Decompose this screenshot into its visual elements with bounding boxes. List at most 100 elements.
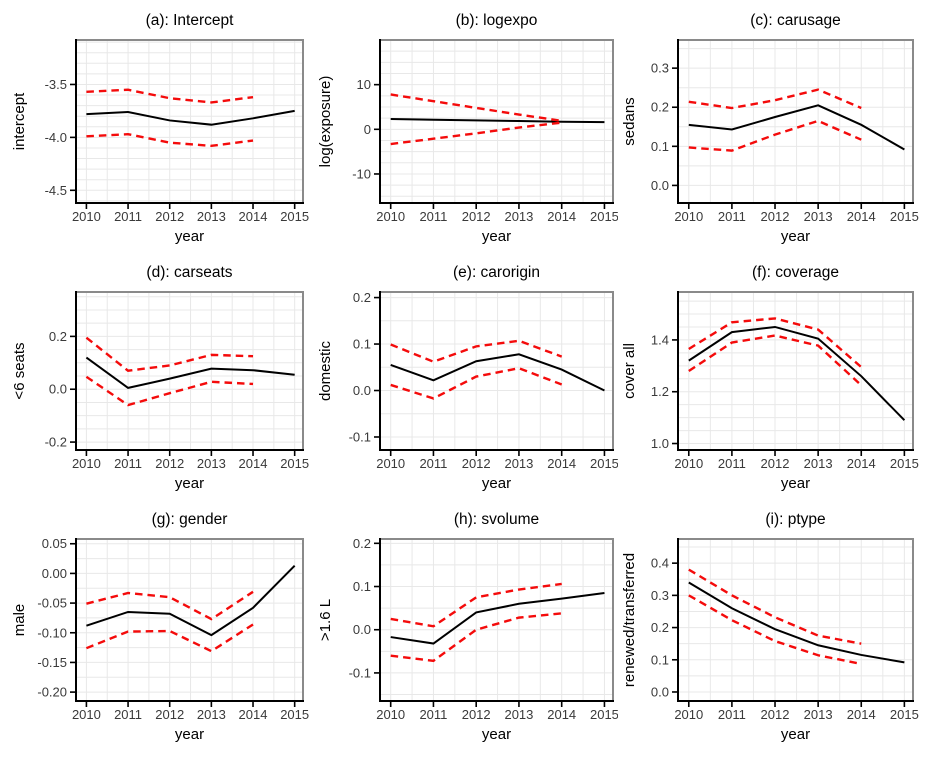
y-tick-label: 0.05 — [42, 536, 67, 551]
y-tick-label: -0.20 — [37, 685, 67, 700]
x-tick-label: 2014 — [547, 456, 576, 471]
x-tick-label: 2012 — [155, 707, 184, 722]
panel-a-intercept: 2010 2011 2012 2013 2014 2015 -4.5 -4.0 -3.5 (a)… — [11, 12, 309, 245]
series-estimate — [390, 353, 605, 392]
x-tick-label: 2011 — [419, 707, 447, 722]
series-estimate — [86, 109, 295, 126]
x-tick-label: 2010 — [376, 456, 405, 471]
plot-area: 2010 2011 2012 2013 2014 2015 -0.1 0.0 0.1 0.2 — [349, 536, 618, 722]
y-axis-label: sedans — [621, 97, 638, 145]
panel-title: (h): svolume — [454, 511, 539, 528]
x-axis-label: year — [781, 726, 810, 743]
x-tick-label: 2012 — [462, 707, 491, 722]
series-upper-ci — [86, 88, 254, 104]
x-tick-label: 2012 — [761, 707, 790, 722]
y-tick-label: 0.1 — [353, 579, 371, 594]
y-tick-label: -0.1 — [349, 429, 371, 444]
plot-area: 2010 2011 2012 2013 2014 2015 -4.5 -4.0 -3.5 — [45, 39, 309, 224]
x-tick-label: 2010 — [674, 456, 703, 471]
x-tick-label: 2010 — [72, 707, 101, 722]
y-tick-label: 0.1 — [651, 652, 669, 667]
y-tick-label: -0.2 — [45, 435, 67, 450]
x-tick-label: 2012 — [462, 209, 491, 224]
series-upper-ci — [86, 590, 254, 621]
y-axis-label: log(exposure) — [317, 76, 334, 168]
series-upper-ci — [390, 582, 562, 628]
x-tick-label: 2014 — [547, 209, 576, 224]
y-axis-label: cover all — [621, 343, 638, 399]
series-lower-ci — [390, 121, 562, 146]
x-tick-label: 2010 — [376, 209, 405, 224]
series-lower-ci — [390, 366, 563, 400]
x-tick-label: 2010 — [674, 707, 703, 722]
y-axis-label: renewed/transferred — [621, 553, 638, 687]
y-axis-label: domestic — [317, 340, 334, 401]
y-tick-label: -0.05 — [37, 596, 67, 611]
x-tick-label: 2014 — [847, 209, 876, 224]
plot-area: 2010 2011 2012 2013 2014 2015 0.0 0.1 0.2 0.3 — [651, 39, 919, 224]
panel-e-carorigin: 2010 2011 2012 2013 2014 2015 -0.1 0.0 0.1 0.2 (e… — [317, 264, 618, 492]
x-tick-label: 2013 — [504, 209, 533, 224]
y-tick-label: 1.4 — [651, 332, 669, 347]
x-tick-label: 2010 — [72, 209, 101, 224]
series-lower-ci — [85, 375, 254, 407]
series-estimate — [688, 325, 906, 421]
panel-title: (b): logexpo — [456, 12, 538, 29]
panel-title: (c): carusage — [750, 12, 840, 29]
series-lower-ci — [86, 132, 254, 148]
y-axis-label: <6 seats — [11, 342, 28, 399]
panel-d-carseats: 2010 2011 2012 2013 2014 2015 -0.2 0.0 0.2 (d): … — [11, 264, 309, 492]
panel-title: (d): carseats — [146, 264, 232, 281]
panel-g-gender: 2010 2011 2012 2013 2014 2015 -0.20 -0.15 -0.10 -… — [11, 511, 309, 743]
x-tick-label: 2011 — [718, 456, 746, 471]
x-tick-label: 2015 — [890, 456, 919, 471]
y-tick-label: -0.1 — [349, 665, 371, 680]
series-upper-ci — [688, 88, 862, 110]
y-tick-label: 0.00 — [42, 566, 67, 581]
x-tick-label: 2013 — [197, 456, 226, 471]
series-estimate — [390, 592, 605, 645]
series-estimate — [688, 104, 905, 151]
x-tick-label: 2015 — [590, 209, 618, 224]
plot-area: 2010 2011 2012 2013 2014 2015 -0.20 -0.15 -0.10 -… — [37, 536, 309, 722]
x-tick-label: 2011 — [718, 209, 746, 224]
plot-area: 2010 2011 2012 2013 2014 2015 -10 0 10 — [352, 39, 618, 224]
x-tick-label: 2014 — [239, 707, 268, 722]
plot-area: 2010 2011 2012 2013 2014 2015 0.0 0.1 0.2 0.3 0.4 — [651, 538, 919, 722]
x-axis-label: year — [781, 228, 810, 245]
y-tick-label: -10 — [352, 166, 371, 181]
x-tick-label: 2015 — [280, 209, 309, 224]
y-axis-label: >1.6 L — [317, 599, 334, 641]
series-lower-ci — [85, 623, 254, 653]
x-tick-label: 2011 — [114, 456, 142, 471]
panel-i-ptype: 2010 2011 2012 2013 2014 20150.00.10.20.30.4 … — [621, 511, 919, 743]
plot-area: 2010 2011 2012 2013 2014 2015 -0.1 0.0 0.1 0.2 — [349, 290, 618, 471]
y-tick-label: -4.0 — [45, 130, 67, 145]
y-tick-label: -0.10 — [37, 625, 67, 640]
x-tick-label: 2013 — [197, 707, 226, 722]
series-upper-ci — [390, 339, 563, 363]
panel-title: (f): coverage — [752, 264, 839, 281]
x-tick-label: 2015 — [280, 707, 309, 722]
series-estimate — [85, 356, 295, 389]
y-tick-label: -0.15 — [37, 655, 67, 670]
panel-title: (i): ptype — [765, 511, 825, 528]
plot-area: 2010 2011 2012 2013 2014 2015 1.0 1.2 1.4 — [651, 291, 919, 471]
y-tick-label: 1.0 — [651, 436, 669, 451]
x-tick-label: 2012 — [155, 456, 184, 471]
x-tick-label: 2013 — [197, 209, 226, 224]
panel-f-coverage: 2010 2011 2012 2013 2014 2015 1.0 1.2 1.4 (f): c… — [621, 264, 919, 492]
y-tick-label: 0.0 — [353, 622, 371, 637]
y-tick-label: 0.0 — [353, 383, 371, 398]
series-upper-ci — [390, 93, 562, 123]
series-upper-ci — [85, 336, 254, 372]
panel-h-svolume: 2010 2011 2012 2013 2014 2015 -0.1 0.0 0.1 0.2 (h… — [317, 511, 618, 743]
x-tick-label: 2014 — [547, 707, 576, 722]
series-lower-ci — [688, 119, 862, 152]
x-axis-label: year — [175, 475, 204, 492]
series-estimate — [86, 564, 296, 637]
y-tick-label: 0.4 — [651, 556, 669, 571]
y-tick-label: 0.0 — [49, 382, 67, 397]
y-tick-label: 0.2 — [651, 620, 669, 635]
